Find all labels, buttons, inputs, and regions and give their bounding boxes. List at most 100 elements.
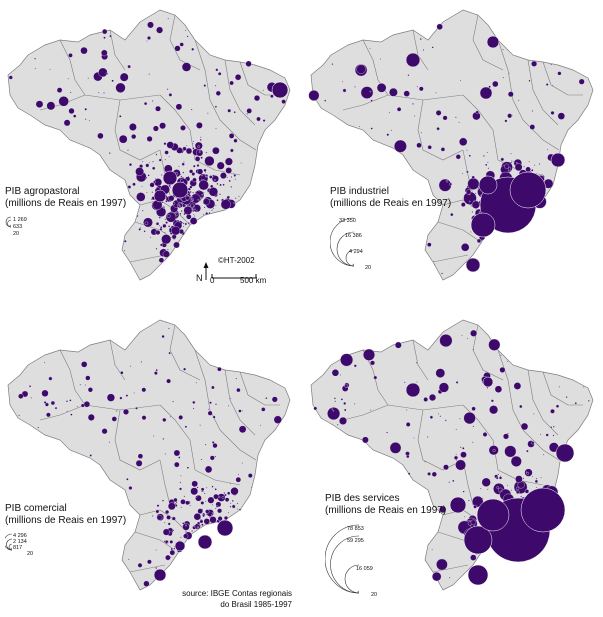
municipality-symbol <box>66 410 68 412</box>
municipality-symbol <box>515 475 523 483</box>
major-city-symbol <box>271 81 289 99</box>
municipality-symbol <box>169 540 174 544</box>
municipality-symbol <box>123 408 129 415</box>
state-border <box>472 324 504 381</box>
municipality-symbol <box>526 472 530 475</box>
municipality-symbol <box>262 119 266 122</box>
municipality-symbol <box>343 408 347 412</box>
municipality-symbol <box>206 487 208 489</box>
municipality-symbol <box>215 204 217 207</box>
municipality-symbol <box>473 504 477 509</box>
municipality-symbol <box>178 203 181 206</box>
municipality-symbol <box>510 455 522 467</box>
municipality-symbol <box>435 368 446 378</box>
municipality-symbol <box>477 188 479 191</box>
municipality-symbol <box>587 399 590 402</box>
municipality-symbol <box>146 135 153 142</box>
municipality-symbol <box>49 68 51 70</box>
municipality-symbol <box>486 151 489 154</box>
municipality-symbol <box>167 522 171 526</box>
municipality-symbol <box>460 202 466 207</box>
municipality-symbol <box>390 129 393 131</box>
municipality-symbol <box>131 134 137 140</box>
legend-value: 633 <box>13 224 23 230</box>
state-border <box>432 254 469 263</box>
municipality-symbol <box>187 175 190 178</box>
municipality-symbol <box>214 507 217 510</box>
municipality-symbol <box>165 509 170 515</box>
municipality-symbol <box>407 74 410 77</box>
municipality-symbol <box>520 422 529 431</box>
municipality-symbol <box>172 400 174 403</box>
municipality-symbol <box>155 230 161 235</box>
municipality-symbol <box>180 175 183 178</box>
municipality-symbol <box>513 161 515 163</box>
municipality-symbol <box>101 428 108 435</box>
legend-value: 1 269 <box>13 217 27 223</box>
municipality-symbol <box>189 205 192 207</box>
municipality-symbol <box>216 199 219 202</box>
municipality-symbol <box>192 191 194 194</box>
state-border <box>522 429 560 461</box>
municipality-symbol <box>202 213 205 216</box>
municipality-symbol <box>173 545 175 548</box>
municipality-symbol <box>219 183 222 187</box>
municipality-symbol <box>135 167 144 176</box>
municipality-symbol <box>463 412 476 425</box>
municipality-symbol <box>199 519 204 524</box>
municipality-symbol <box>473 200 475 203</box>
municipality-symbol <box>494 385 503 393</box>
municipality-symbol <box>153 180 156 184</box>
brazil-outline <box>7 319 291 591</box>
municipality-symbol <box>231 499 234 502</box>
municipality-symbol <box>159 122 166 130</box>
municipality-symbol <box>203 518 210 525</box>
municipality-symbol <box>168 195 175 202</box>
municipality-symbol <box>529 124 536 130</box>
municipality-symbol <box>386 133 390 137</box>
municipality-symbol <box>341 81 344 83</box>
municipality-symbol <box>190 108 193 111</box>
municipality-symbol <box>46 101 56 111</box>
municipality-symbol <box>172 202 176 205</box>
municipality-symbol <box>523 166 525 168</box>
municipality-symbol <box>211 209 213 212</box>
municipality-symbol <box>515 486 520 491</box>
municipality-symbol <box>205 151 208 154</box>
municipality-symbol <box>138 228 142 231</box>
municipality-symbol <box>389 442 402 454</box>
municipality-symbol <box>196 486 199 489</box>
municipality-symbol <box>200 501 205 505</box>
municipality-symbol <box>379 58 382 60</box>
municipality-symbol <box>137 453 144 459</box>
municipality-symbol <box>135 459 143 467</box>
municipality-symbol <box>499 366 506 373</box>
major-city-symbol <box>197 534 213 550</box>
state-border <box>219 429 257 461</box>
major-city-symbol <box>153 189 167 203</box>
symbol-layer-comercial <box>18 321 282 587</box>
municipality-symbol <box>226 195 230 200</box>
municipality-symbol <box>540 476 542 479</box>
municipality-symbol <box>209 455 215 461</box>
municipality-symbol <box>129 365 132 367</box>
municipality-symbol <box>482 154 485 157</box>
municipality-symbol <box>167 248 169 251</box>
municipality-symbol <box>424 460 426 463</box>
municipality-symbol <box>161 334 165 339</box>
state-border <box>417 99 464 161</box>
municipality-symbol <box>466 189 472 195</box>
municipality-symbol <box>197 521 201 525</box>
municipality-symbol <box>158 158 162 162</box>
municipality-symbol <box>182 522 185 525</box>
municipality-symbol <box>468 499 470 502</box>
municipality-symbol <box>186 145 188 147</box>
municipality-symbol <box>578 78 585 85</box>
municipality-symbol <box>238 409 242 413</box>
municipality-symbol <box>202 198 210 206</box>
municipality-symbol <box>144 221 149 226</box>
municipality-symbol <box>128 486 133 490</box>
municipality-symbol <box>190 487 199 496</box>
municipality-symbol <box>119 72 129 82</box>
municipality-symbol <box>431 471 437 477</box>
